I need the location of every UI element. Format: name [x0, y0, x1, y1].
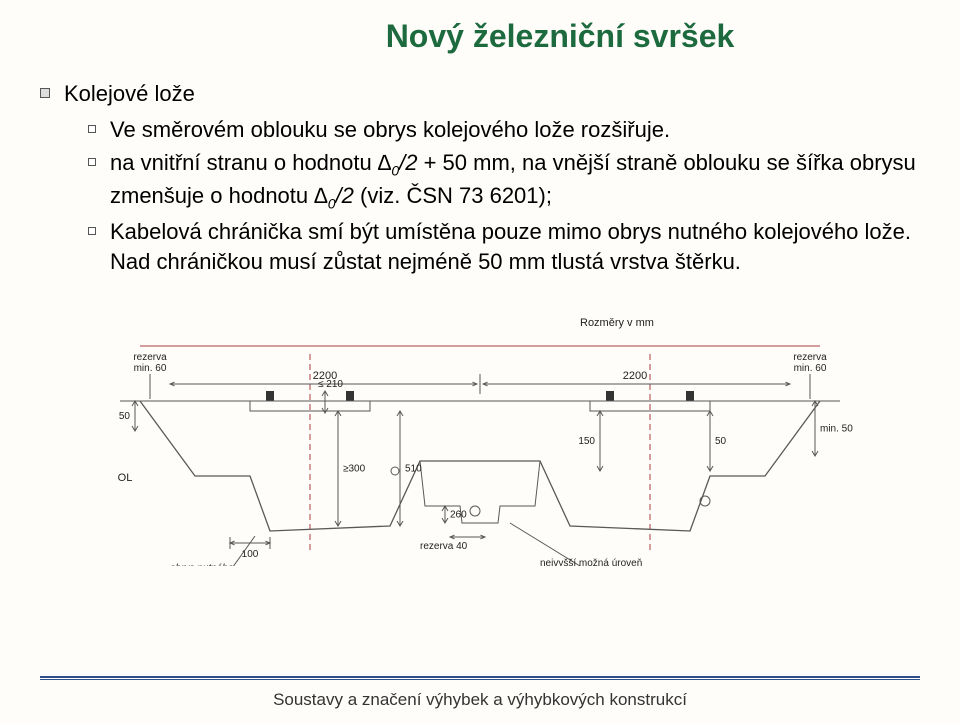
svg-text:min. 60: min. 60: [794, 363, 827, 374]
svg-text:rezerva: rezerva: [133, 352, 167, 363]
bullet-icon: [40, 88, 50, 98]
slide-title: Nový železniční svršek: [200, 18, 920, 55]
bullet-text: Ve směrovém oblouku se obrys kolejového …: [110, 115, 670, 145]
svg-text:510: 510: [405, 464, 422, 475]
svg-text:rezerva 40: rezerva 40: [420, 541, 468, 552]
cross-section-diagram: Rozměry v mmrezervamin. 60rezervamin. 60…: [100, 306, 860, 571]
svg-text:≤ 210: ≤ 210: [318, 379, 343, 390]
footer-rule: [40, 676, 920, 678]
svg-text:obrys nutného: obrys nutného: [170, 563, 234, 566]
svg-text:50: 50: [119, 411, 131, 422]
svg-text:min. 50: min. 50: [820, 424, 853, 435]
svg-text:2200: 2200: [623, 370, 647, 382]
heading-1: Kolejové lože: [64, 79, 195, 109]
svg-text:OL: OL: [118, 472, 133, 484]
svg-text:≥300: ≥300: [343, 464, 366, 475]
svg-text:50: 50: [715, 436, 727, 447]
svg-text:Rozměry v mm: Rozměry v mm: [580, 317, 654, 329]
bullet-text: Kabelová chránička smí být umístěna pouz…: [110, 217, 920, 276]
footer-rule: [40, 679, 920, 680]
bullet-icon: [88, 125, 96, 133]
svg-text:min. 60: min. 60: [134, 363, 167, 374]
bullet-icon: [88, 158, 96, 166]
svg-text:150: 150: [578, 436, 595, 447]
bullet-text: na vnitřní stranu o hodnotu ∆0/2 + 50 mm…: [110, 148, 920, 213]
bullet-icon: [88, 227, 96, 235]
footer-text: Soustavy a značení výhybek a výhybkových…: [0, 690, 960, 710]
svg-text:260: 260: [450, 510, 467, 521]
svg-text:rezerva: rezerva: [793, 352, 827, 363]
svg-text:nejvyšší možná úroveň: nejvyšší možná úroveň: [540, 558, 642, 566]
content-block: Kolejové lože Ve směrovém oblouku se obr…: [40, 79, 920, 276]
